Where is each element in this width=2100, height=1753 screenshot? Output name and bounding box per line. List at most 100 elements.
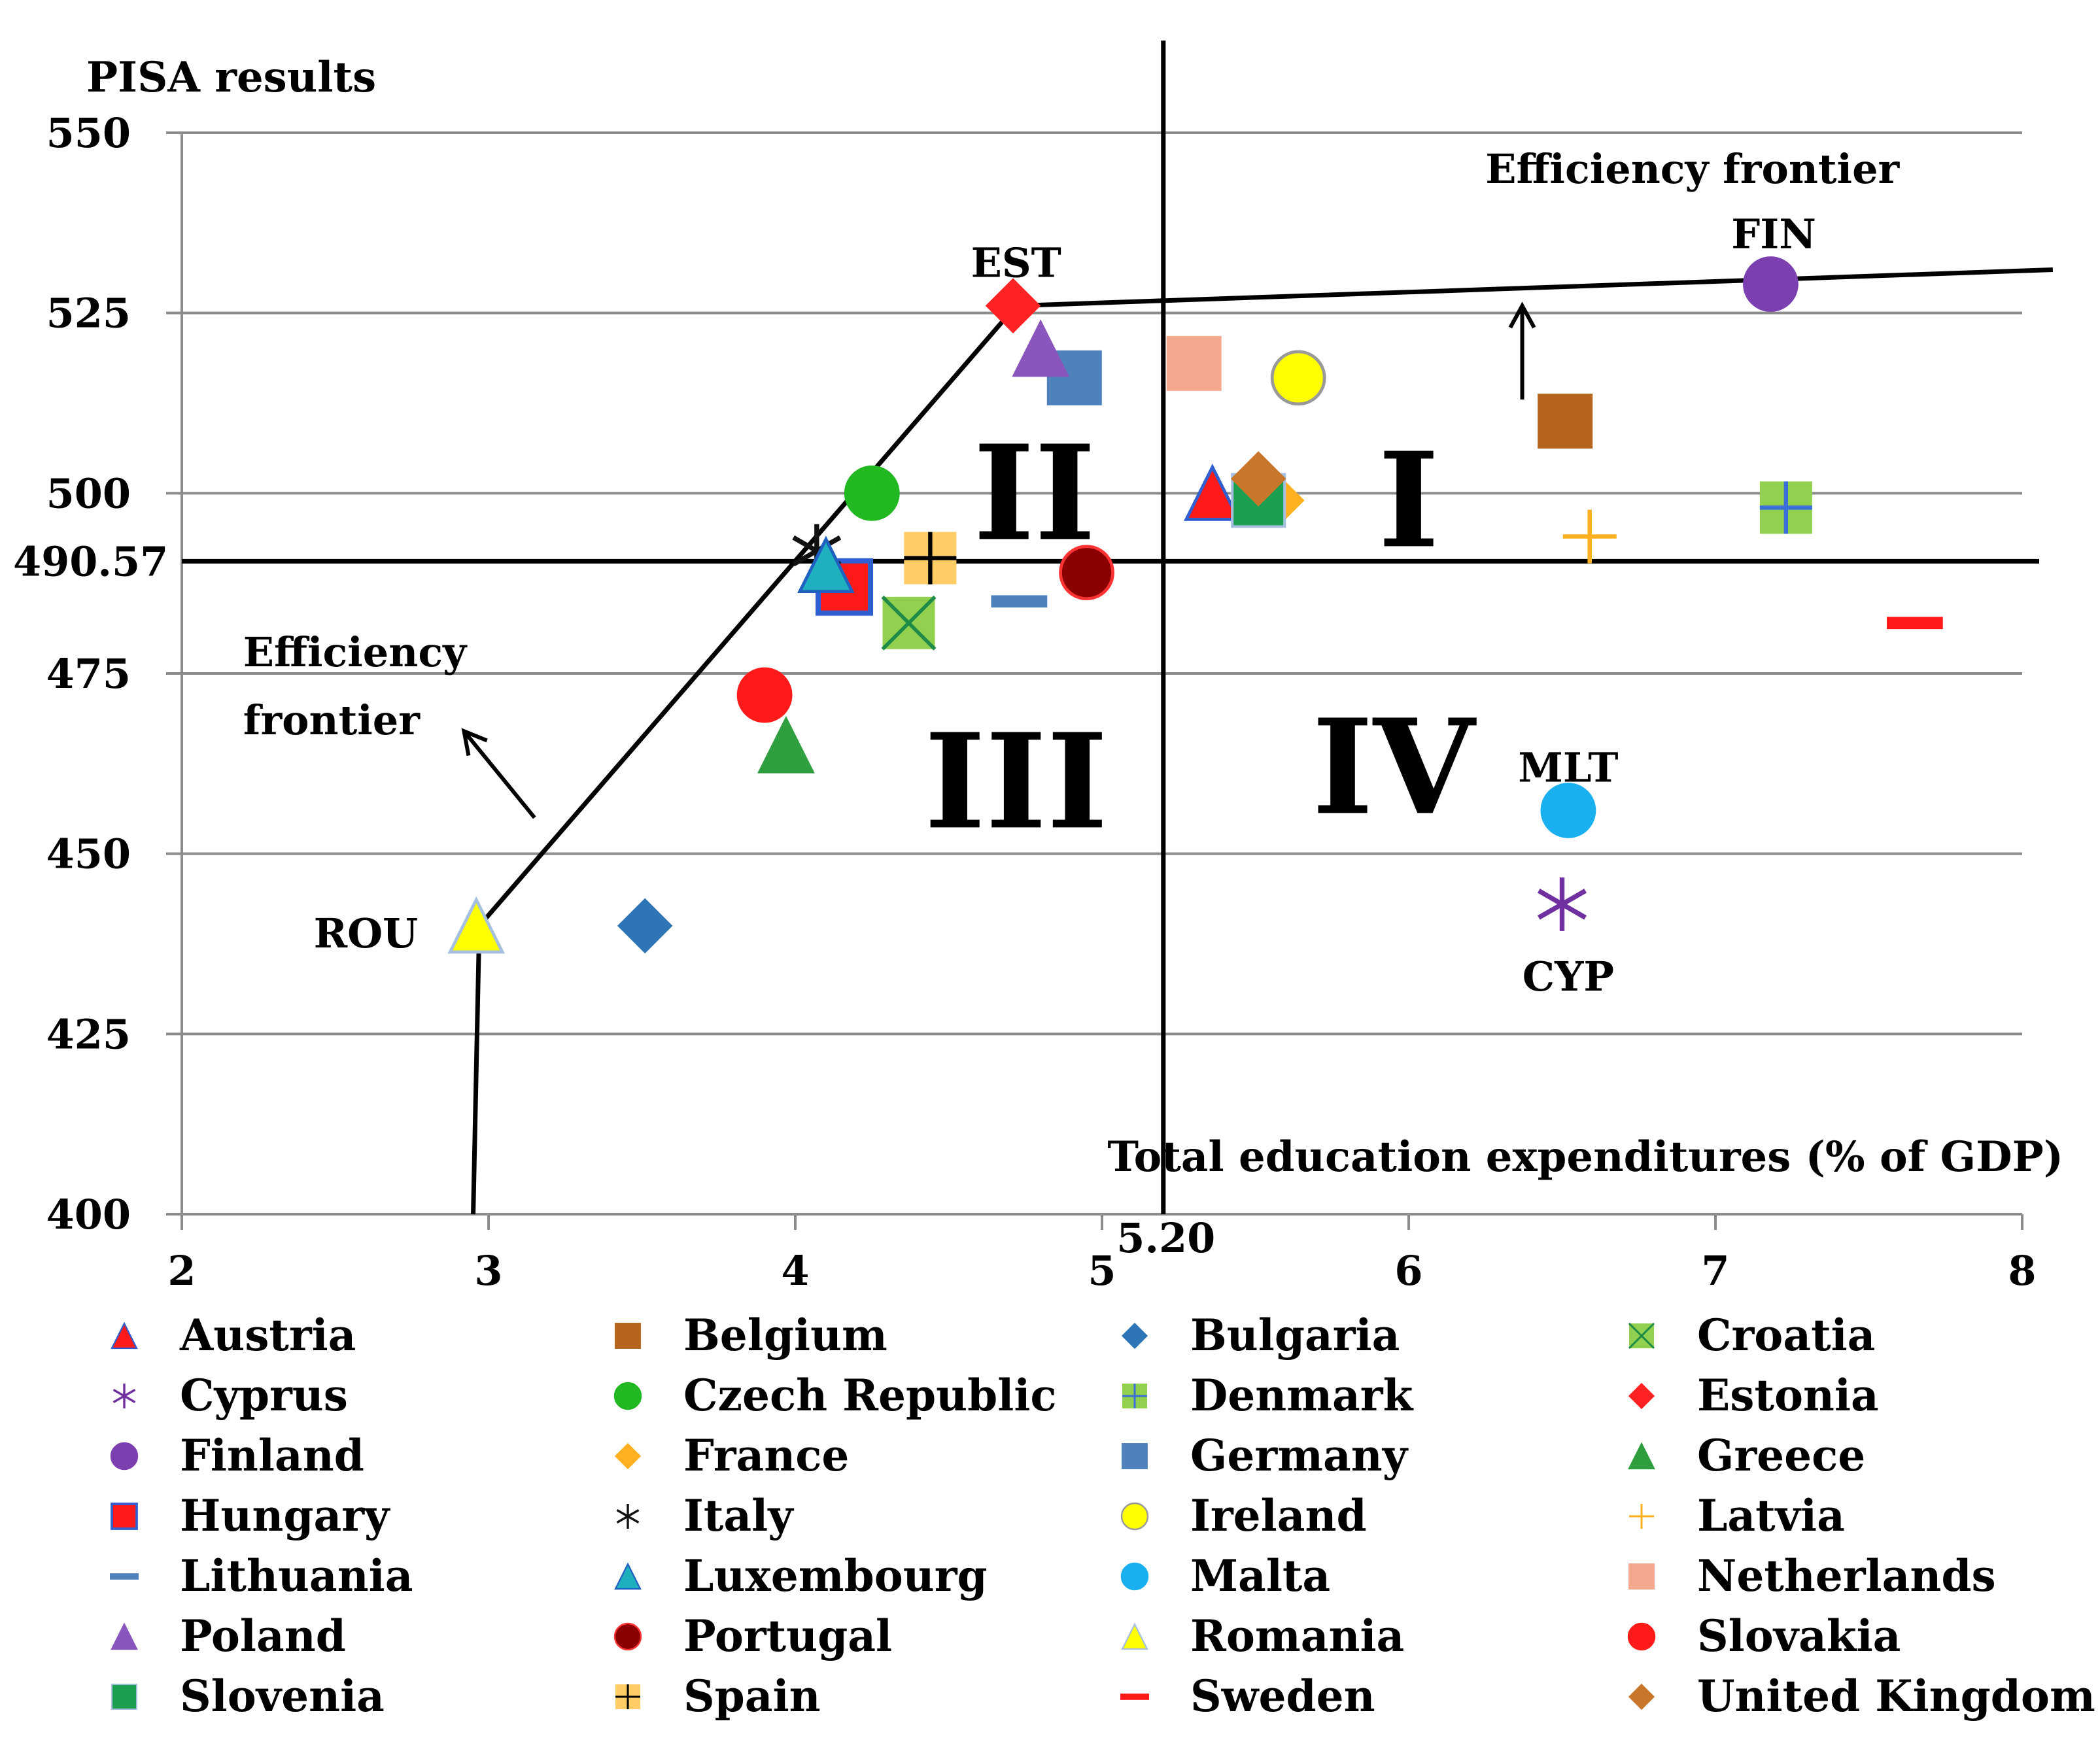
legend-item-luxembourg: Luxembourg bbox=[614, 1550, 988, 1601]
legend-label: Spain bbox=[683, 1671, 821, 1722]
y-tick-label: 550 bbox=[46, 109, 131, 157]
point-label-est: EST bbox=[971, 239, 1061, 286]
y-axis-title: PISA results bbox=[86, 53, 376, 102]
legend-marker-estonia bbox=[1628, 1382, 1655, 1410]
point-united-kingdom bbox=[1230, 451, 1286, 507]
point-croatia bbox=[881, 595, 937, 651]
y-tick-label: 400 bbox=[46, 1191, 131, 1238]
quadrant-label-II: II bbox=[973, 417, 1095, 570]
legend-label: Italy bbox=[683, 1490, 794, 1541]
legend-label: Hungary bbox=[180, 1490, 390, 1541]
legend-item-finland: Finland bbox=[110, 1430, 364, 1481]
legend-label: Finland bbox=[180, 1430, 364, 1481]
legend-item-latvia: Latvia bbox=[1629, 1490, 1845, 1541]
gridlines bbox=[166, 131, 2023, 1230]
legend-marker-finland bbox=[110, 1442, 139, 1471]
point-finland bbox=[1743, 256, 1799, 312]
legend-label: Slovakia bbox=[1697, 1610, 1901, 1661]
x-tick-label: 7 bbox=[1701, 1247, 1729, 1295]
point-latvia bbox=[1562, 509, 1617, 564]
legend-item-croatia: Croatia bbox=[1628, 1310, 1875, 1361]
x-tick-label: 6 bbox=[1394, 1247, 1422, 1295]
point-portugal bbox=[1059, 545, 1114, 601]
legend-marker-france bbox=[614, 1442, 642, 1470]
point-luxembourg bbox=[797, 536, 855, 593]
legend-marker-lithuania bbox=[110, 1573, 139, 1580]
legend-item-estonia: Estonia bbox=[1628, 1370, 1879, 1421]
legend-marker-sweden bbox=[1120, 1693, 1149, 1700]
point-poland bbox=[1012, 319, 1070, 377]
legend-label: Latvia bbox=[1697, 1490, 1845, 1541]
x-tick-label: 2 bbox=[167, 1247, 196, 1295]
legend-item-spain: Spain bbox=[615, 1671, 821, 1722]
legend-marker-slovakia bbox=[1627, 1622, 1656, 1651]
y-tick-label: 425 bbox=[46, 1010, 131, 1058]
legend-label: Lithuania bbox=[180, 1550, 413, 1601]
point-cyprus bbox=[1537, 877, 1587, 931]
y-threshold-label: 490.57 bbox=[13, 537, 168, 585]
legend-marker-latvia bbox=[1629, 1504, 1654, 1529]
axis-ticks: 400 425 450 475 500 525 550 2 3 4 5 6 7 8 5.20 490.57 PI… bbox=[13, 53, 2063, 1295]
legend-marker-croatia bbox=[1628, 1322, 1655, 1350]
arrow-line bbox=[462, 730, 536, 819]
legend-item-denmark: Denmark bbox=[1122, 1370, 1414, 1421]
legend-label: Luxembourg bbox=[683, 1550, 988, 1601]
legend-marker-germany bbox=[1122, 1443, 1148, 1469]
point-netherlands bbox=[1166, 335, 1222, 391]
legend-marker-bulgaria bbox=[1121, 1322, 1148, 1350]
point-malta bbox=[1540, 783, 1596, 838]
point-czech-republic bbox=[844, 465, 900, 521]
legend-item-slovakia: Slovakia bbox=[1627, 1610, 1901, 1661]
point-denmark bbox=[1759, 481, 1812, 534]
frontier-annotation: Efficiency frontier bbox=[243, 628, 468, 744]
legend-marker-austria bbox=[111, 1321, 138, 1350]
legend-label: Estonia bbox=[1697, 1370, 1879, 1421]
legend-item-italy: Italy bbox=[616, 1490, 794, 1541]
quadrant-label-I: I bbox=[1378, 424, 1439, 577]
legend-marker-greece bbox=[1628, 1442, 1655, 1470]
arrow-head bbox=[1508, 301, 1536, 329]
annotations: EST FIN ROU MLT CYP Efficiency frontier Effici… bbox=[243, 145, 1901, 1000]
legend-label: Romania bbox=[1190, 1610, 1404, 1661]
point-lithuania bbox=[991, 595, 1048, 608]
legend-item-hungary: Hungary bbox=[111, 1490, 390, 1541]
point-austria bbox=[1183, 463, 1241, 521]
legend-label: Sweden bbox=[1190, 1671, 1375, 1722]
point-sweden bbox=[1886, 617, 1943, 630]
legend-label: Greece bbox=[1697, 1430, 1865, 1481]
y-tick-label: 500 bbox=[46, 469, 131, 517]
legend-marker-slovenia bbox=[111, 1684, 137, 1710]
legend-label: Denmark bbox=[1190, 1370, 1414, 1421]
legend-item-cyprus: Cyprus bbox=[112, 1370, 348, 1421]
legend-item-netherlands: Netherlands bbox=[1628, 1550, 1996, 1601]
efficiency-frontier-line bbox=[471, 267, 2054, 1215]
legend-label: Portugal bbox=[683, 1610, 892, 1661]
legend-label: Ireland bbox=[1190, 1490, 1367, 1541]
legend-item-portugal: Portugal bbox=[613, 1610, 892, 1661]
legend-label: Germany bbox=[1190, 1430, 1409, 1481]
point-label-mlt: MLT bbox=[1518, 743, 1618, 791]
point-romania bbox=[447, 896, 506, 954]
x-threshold-label: 5.20 bbox=[1116, 1214, 1215, 1262]
legend-marker-belgium bbox=[615, 1323, 641, 1349]
legend-label: Bulgaria bbox=[1190, 1310, 1400, 1361]
legend-marker-luxembourg bbox=[614, 1562, 642, 1590]
point-ireland bbox=[1270, 350, 1326, 406]
point-belgium bbox=[1538, 394, 1593, 449]
legend-marker-czech-republic bbox=[613, 1382, 642, 1410]
legend-marker-poland bbox=[111, 1622, 138, 1650]
legend-label: Poland bbox=[180, 1610, 346, 1661]
legend: Austria Belgium Bulgaria Croatia Cyprus Czech… bbox=[110, 1310, 2095, 1722]
legend-marker-italy bbox=[616, 1504, 640, 1529]
legend-item-slovenia: Slovenia bbox=[111, 1671, 385, 1722]
point-greece bbox=[757, 715, 815, 774]
point-estonia bbox=[985, 278, 1041, 333]
x-axis-title: Total education expenditures (% of GDP) bbox=[1107, 1132, 2063, 1182]
x-tick-label: 3 bbox=[474, 1247, 502, 1295]
legend-label: Cyprus bbox=[180, 1370, 348, 1421]
legend-marker-netherlands bbox=[1628, 1563, 1655, 1590]
legend-label: Czech Republic bbox=[683, 1370, 1057, 1421]
point-spain bbox=[904, 532, 957, 585]
frontier-annotation: Efficiency frontier bbox=[1485, 145, 1900, 193]
